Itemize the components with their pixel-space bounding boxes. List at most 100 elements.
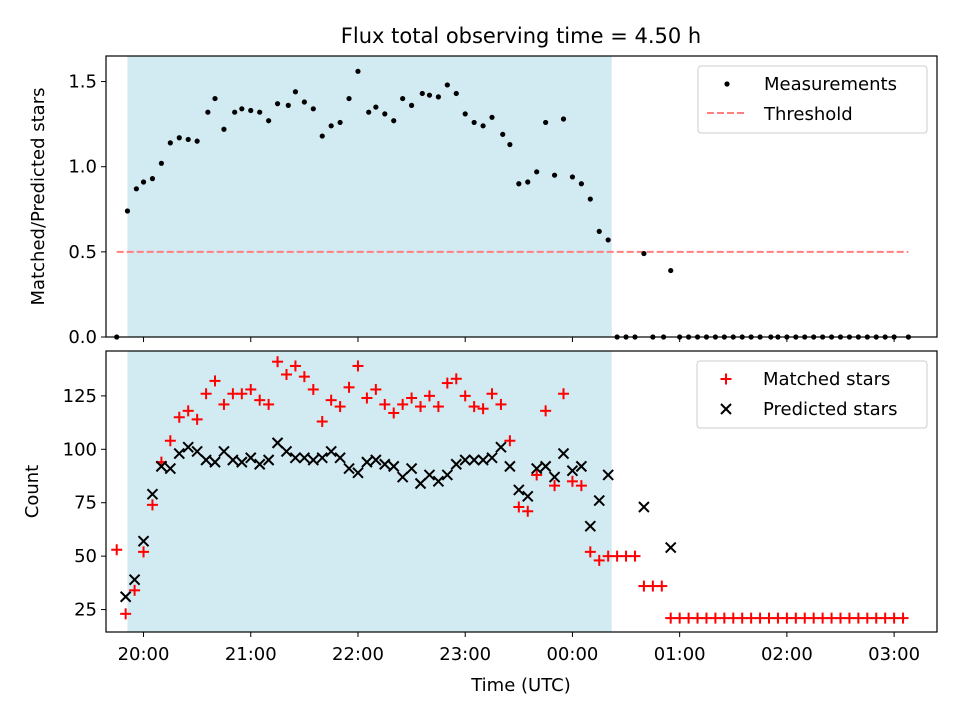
predicted-star-point (361, 456, 373, 468)
y-tick-label: 25 (74, 600, 97, 621)
matched-star-point (343, 381, 355, 393)
matched-star-point (370, 383, 382, 395)
predicted-star-point (262, 454, 275, 466)
measurement-point (232, 109, 238, 115)
x-axis-label: Time (UTC) (470, 675, 571, 696)
predicted-star-point (218, 445, 230, 458)
matched-star-point (468, 401, 480, 413)
bottom-shaded-region-layer (127, 351, 612, 632)
predicted-star-point (236, 456, 248, 468)
matched-stars-points (111, 356, 909, 624)
measurement-point (569, 174, 576, 180)
top-x-ticks (143, 337, 895, 342)
legend-matched-marker (720, 373, 732, 385)
top-y-ticks: 0.0 0.5 1.0 1.5 (68, 72, 106, 348)
y-tick-label: 100 (63, 439, 97, 460)
matched-star-point (531, 469, 543, 481)
x-tick-label: 21:00 (225, 644, 277, 665)
measurement-point (140, 179, 147, 185)
predicted-star-point (271, 437, 284, 449)
matched-star-point (182, 405, 194, 417)
top-legend-box (697, 65, 928, 134)
predicted-star-point (334, 452, 346, 464)
legend-matched-label: Matched stars (763, 369, 890, 390)
y-tick-label: 75 (74, 493, 97, 514)
matched-star-point (566, 475, 578, 487)
measurement-point (257, 109, 263, 115)
bottom-panel: 25 50 75 100 125 20:00 21:00 22:00 23:00 00:00 01… (22, 350, 938, 696)
measurement-point (266, 118, 272, 124)
x-tick-label: 03:00 (868, 644, 920, 665)
shaded-observing-region (127, 56, 612, 337)
bottom-y-ticks: 25 50 75 100 125 (63, 386, 106, 621)
measurement-point (221, 126, 227, 132)
measurement-point (355, 68, 361, 74)
matched-star-point (236, 388, 248, 400)
matched-star-point (629, 550, 641, 562)
legend-measurements-marker (724, 81, 730, 87)
matched-star-point (459, 390, 471, 402)
measurement-point (507, 141, 513, 148)
measurement-point (489, 114, 495, 120)
matched-star-point (316, 416, 328, 428)
measurement-point (400, 95, 406, 102)
measurement-point (462, 111, 468, 117)
x-tick-label: 20:00 (118, 644, 170, 665)
matched-star-point (388, 407, 400, 419)
measurement-point (471, 119, 477, 126)
measurement-point (158, 160, 164, 166)
measurement-point (239, 106, 245, 112)
predicted-star-point (441, 469, 454, 481)
measurement-point (346, 95, 352, 102)
predicted-star-point (513, 484, 525, 496)
matched-star-point (513, 501, 525, 513)
matched-star-point (245, 383, 257, 395)
top-plot-frame (105, 55, 938, 338)
predicted-star-point (164, 462, 177, 475)
predicted-star-point (459, 454, 471, 466)
predicted-star-point (584, 520, 597, 532)
measurement-point (587, 196, 593, 202)
predicted-star-point (665, 541, 677, 554)
measurement-point (248, 107, 254, 114)
measurement-point (668, 267, 674, 274)
predicted-star-point (388, 460, 400, 473)
predicted-star-point (557, 447, 570, 460)
predicted-star-point (307, 454, 320, 466)
bottom-legend: Matched stars Predicted stars (696, 360, 928, 429)
matched-star-point (120, 608, 132, 620)
matched-star-point (334, 401, 346, 413)
matched-star-point (209, 375, 221, 387)
predicted-stars-points (119, 437, 677, 603)
measurement-point (525, 179, 531, 185)
x-tick-label: 02:00 (761, 644, 813, 665)
predicted-star-point (146, 488, 159, 500)
shaded-observing-region (127, 351, 612, 632)
matched-star-point (138, 546, 150, 558)
measurement-point (337, 119, 343, 126)
predicted-star-point (495, 441, 507, 453)
x-tick-label: 22:00 (332, 644, 384, 665)
matched-star-point (146, 499, 158, 511)
measurement-point (285, 102, 291, 108)
matched-star-point (415, 401, 427, 413)
measurement-point (382, 111, 388, 117)
measurement-point (551, 172, 558, 178)
predicted-star-point (370, 454, 382, 466)
predicted-star-point (209, 456, 221, 468)
matched-star-point (522, 505, 534, 517)
predicted-star-point (316, 452, 328, 464)
matched-star-point (307, 383, 319, 395)
measurement-point (391, 118, 397, 124)
predicted-star-point (191, 445, 203, 458)
x-tick-label: 01:00 (654, 644, 706, 665)
matched-star-point (575, 480, 587, 492)
bottom-x-ticks: 20:00 21:00 22:00 23:00 00:00 01:00 02:00 03:00 (118, 632, 920, 665)
matched-star-point (450, 373, 462, 385)
legend-predicted-label: Predicted stars (763, 399, 897, 420)
measurement-point (435, 94, 441, 100)
matched-star-point (406, 392, 418, 404)
predicted-star-point (450, 458, 462, 470)
y-tick-label: 1.5 (68, 72, 97, 93)
